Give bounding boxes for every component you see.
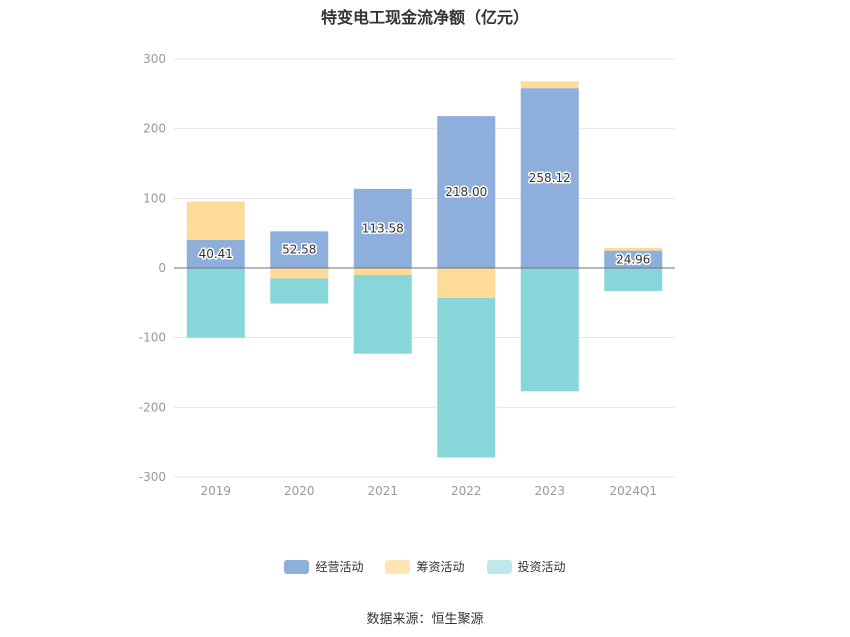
data-label: 40.41 — [199, 247, 233, 261]
bar-financing-2022[interactable] — [437, 268, 496, 298]
x-tick-label: 2020 — [284, 484, 315, 498]
legend-swatch-investing — [486, 559, 512, 574]
legend-label-operating: 经营活动 — [315, 560, 364, 574]
legend-label-investing: 投资活动 — [517, 560, 566, 574]
y-tick-label: -100 — [139, 331, 166, 345]
bar-operating-2020[interactable] — [270, 231, 329, 268]
source-note: 数据来源：恒生聚源 — [366, 612, 484, 627]
bar-operating-2021[interactable] — [353, 188, 412, 268]
chart-title: 特变电工现金流净额（亿元） — [320, 8, 529, 27]
bar-investing-2019[interactable] — [186, 268, 245, 338]
bar-financing-2021[interactable] — [353, 268, 412, 275]
bar-investing-2020[interactable] — [270, 278, 329, 304]
y-tick-label: -300 — [139, 470, 166, 484]
legend-item-operating[interactable]: 经营活动 — [284, 558, 363, 575]
data-label: 52.58 — [282, 243, 316, 257]
y-tick-label: 200 — [143, 122, 166, 136]
bar-investing-2021[interactable] — [353, 274, 412, 354]
data-label: 24.96 — [616, 252, 650, 266]
x-tick-label: 2023 — [534, 484, 565, 498]
grid-layer — [174, 58, 675, 478]
x-tick-label: 2019 — [200, 484, 231, 498]
bar-investing-2024Q1[interactable] — [604, 268, 663, 291]
bar-operating-2022[interactable] — [437, 116, 496, 268]
bar-financing-2024Q1[interactable] — [604, 247, 663, 251]
label-layer: 40.41 52.58 113.58 218.00 258.12 24.96 — [197, 170, 652, 268]
y-tick-label: 300 — [143, 52, 166, 66]
legend-swatch-operating — [284, 559, 310, 574]
data-label: 113.58 — [362, 221, 404, 235]
bar-operating-2024Q1[interactable] — [604, 250, 663, 268]
axis-layer: 300 200 100 0 -100 -200 -300 2019 2020 2021 2022 20… — [139, 52, 675, 498]
legend: 经营活动 筹资活动 投资活动 — [0, 558, 850, 575]
y-tick-label: -200 — [139, 400, 166, 414]
chart-plot-area: 300 200 100 0 -100 -200 -300 2019 2020 2021 2022 20… — [139, 52, 675, 498]
legend-item-financing[interactable]: 筹资活动 — [385, 558, 465, 575]
bar-financing-2020[interactable] — [270, 268, 329, 279]
data-label: 258.12 — [529, 171, 571, 185]
y-tick-label: 0 — [158, 261, 166, 275]
bar-operating-2023[interactable] — [520, 88, 579, 269]
data-label: 218.00 — [445, 185, 487, 199]
x-tick-label: 2024Q1 — [609, 484, 657, 498]
bar-layer — [186, 81, 663, 458]
bar-financing-2023[interactable] — [520, 81, 579, 89]
x-tick-label: 2021 — [367, 484, 398, 498]
legend-label-financing: 筹资活动 — [416, 560, 465, 574]
legend-item-investing[interactable]: 投资活动 — [486, 558, 566, 575]
bar-financing-2019[interactable] — [186, 201, 245, 240]
bar-operating-2019[interactable] — [186, 239, 245, 268]
legend-swatch-financing — [385, 559, 411, 574]
x-tick-label: 2022 — [451, 484, 482, 498]
y-tick-label: 100 — [143, 191, 166, 205]
bar-investing-2022[interactable] — [437, 297, 496, 458]
bar-investing-2023[interactable] — [520, 268, 579, 392]
